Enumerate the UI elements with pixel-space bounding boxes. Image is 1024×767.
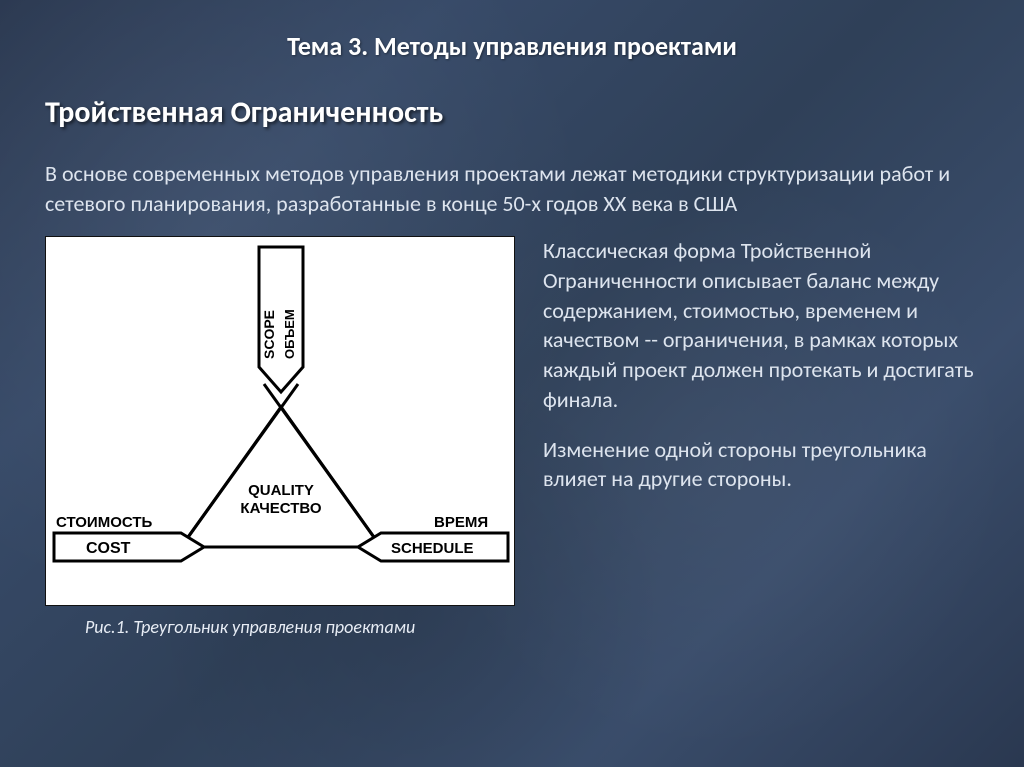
cost-label-en: COST — [86, 540, 131, 557]
scope-arrow-box: SCOPE ОБЪЕМ — [259, 247, 303, 392]
triangle-shape — [181, 407, 381, 547]
slide-title: Тройственная Ограниченность — [45, 94, 979, 131]
figure-caption: Рис.1. Треугольник управления проектами — [85, 616, 515, 638]
body-paragraph-1: Классическая форма Тройственной Ограниче… — [543, 236, 979, 414]
scope-label-en: SCOPE — [261, 310, 277, 359]
slide-container: Тема 3. Методы управления проектами Трой… — [0, 0, 1024, 668]
diagram-column: SCOPE ОБЪЕМ COST СТОИМОСТЬ SCHEDULE ВРЕМ… — [45, 236, 515, 638]
quality-label-en: QUALITY — [248, 482, 314, 499]
triangle-extended-lines — [176, 384, 386, 554]
topic-title: Тема 3. Методы управления проектами — [45, 30, 979, 62]
cost-label-outer: СТОИМОСТЬ — [56, 514, 152, 531]
triangle-diagram: SCOPE ОБЪЕМ COST СТОИМОСТЬ SCHEDULE ВРЕМ… — [45, 236, 515, 606]
intro-paragraph: В основе современных методов управления … — [45, 159, 979, 218]
scope-label-ru: ОБЪЕМ — [282, 310, 297, 360]
body-paragraph-2: Изменение одной стороны треугольника вли… — [543, 435, 979, 494]
schedule-label-en: SCHEDULE — [391, 540, 474, 557]
schedule-arrow-box: SCHEDULE ВРЕМЯ — [358, 514, 508, 561]
content-row: SCOPE ОБЪЕМ COST СТОИМОСТЬ SCHEDULE ВРЕМ… — [45, 236, 979, 638]
cost-arrow-box: COST СТОИМОСТЬ — [54, 514, 204, 561]
schedule-label-outer: ВРЕМЯ — [434, 514, 488, 531]
body-text-column: Классическая форма Тройственной Ограниче… — [543, 236, 979, 514]
quality-label-ru: КАЧЕСТВО — [240, 500, 321, 517]
